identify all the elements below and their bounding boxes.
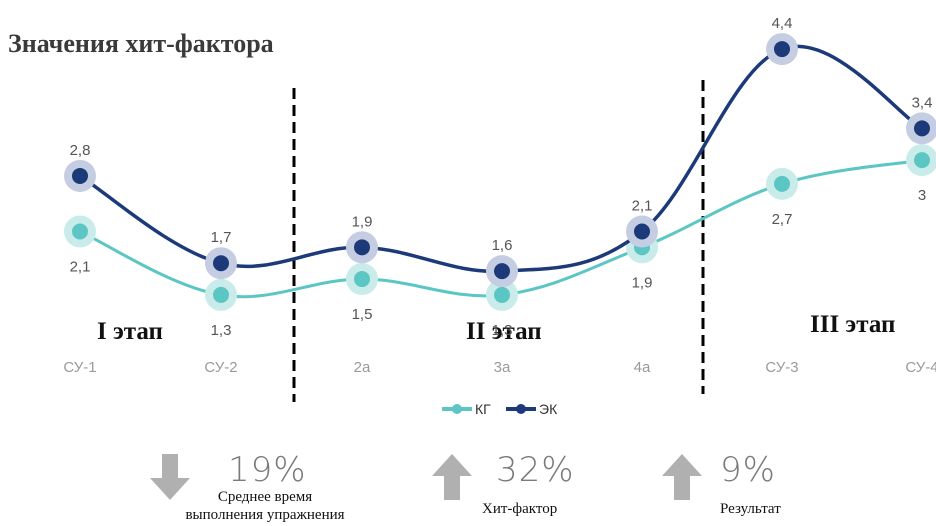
data-label-kg: 1,5: [352, 306, 373, 323]
x-tick-label: 2a: [354, 359, 371, 376]
stat-exercise-time: 19% Среднее время выполнения упражнения: [148, 450, 378, 526]
data-label-kg: 2,7: [772, 211, 793, 228]
stage-label-2: II этап: [466, 318, 542, 345]
stat-exercise-time-label-line2: выполнения упражнения: [185, 507, 345, 523]
series-kg: [64, 144, 936, 311]
arrow-down-icon: [150, 454, 190, 500]
legend-ek-label: ЭК: [539, 401, 558, 417]
stat-hit-factor-value: 32%: [496, 450, 575, 490]
data-label-ek: 2,8: [70, 142, 91, 159]
stat-result-value: 9%: [720, 450, 776, 490]
legend-ek-marker: [516, 404, 526, 414]
data-label-kg: 2,1: [70, 258, 91, 275]
series-ek-point[interactable]: [354, 239, 370, 256]
x-tick-label: СУ-3: [765, 359, 798, 376]
series-kg-point[interactable]: [914, 152, 930, 169]
series-ek-point[interactable]: [213, 255, 229, 272]
data-label-ek: 1,9: [352, 213, 373, 230]
chart-title: Значения хит-фактора: [8, 29, 274, 58]
x-axis-ticks: СУ-1 СУ-2 2a 3a 4a СУ-3 СУ-4: [63, 359, 936, 376]
stat-hit-factor: 32% Хит-фактор: [430, 450, 590, 526]
series-ek-point[interactable]: [494, 263, 510, 280]
series-layer: 2,1 1,3 1,5 1,3 1,9 2,7 3 2,8 1,7 1,9 1,6 2,1 4,4 3,4: [64, 15, 936, 339]
series-ek: [64, 33, 936, 288]
data-label-kg: 1,3: [492, 322, 513, 339]
stat-exercise-time-label-line1: Среднее время: [217, 489, 313, 505]
arrow-up-icon: [432, 454, 472, 500]
data-label-ek: 4,4: [772, 15, 793, 32]
stage-label-1: I этап: [97, 318, 163, 345]
stat-hit-factor-label: Хит-фактор: [482, 501, 558, 517]
series-kg-point[interactable]: [354, 271, 370, 288]
data-label-ek: 1,7: [211, 229, 232, 246]
legend-kg-marker: [452, 404, 462, 414]
series-ek-point[interactable]: [72, 167, 88, 184]
stat-result: 9% Результат: [660, 450, 800, 526]
data-label-kg: 1,9: [632, 274, 653, 291]
stat-exercise-time-value: 19%: [228, 450, 307, 490]
data-label-kg: 3: [918, 187, 926, 204]
x-tick-label: СУ-4: [905, 359, 936, 376]
x-tick-label: СУ-2: [204, 359, 237, 376]
series-ek-point[interactable]: [914, 120, 930, 137]
stat-result-label: Результат: [720, 501, 781, 517]
arrow-up-icon: [662, 454, 702, 500]
data-label-kg: 1,3: [211, 322, 232, 339]
series-kg-point[interactable]: [494, 286, 510, 303]
legend: КГ ЭК: [442, 401, 558, 417]
x-tick-label: СУ-1: [63, 359, 96, 376]
series-ek-point[interactable]: [774, 41, 790, 58]
data-label-ek: 1,6: [492, 237, 513, 254]
x-tick-label: 3a: [494, 359, 511, 376]
series-kg-point[interactable]: [72, 223, 88, 240]
x-tick-label: 4a: [634, 359, 651, 376]
series-ek-point[interactable]: [634, 223, 650, 240]
stat-exercise-time-label: Среднее время выполнения упражнения: [150, 488, 380, 524]
legend-item-kg[interactable]: КГ: [442, 401, 491, 417]
series-kg-point[interactable]: [213, 286, 229, 303]
data-label-ek: 3,4: [912, 94, 933, 111]
data-label-ek: 2,1: [632, 197, 653, 214]
series-kg-point[interactable]: [774, 175, 790, 192]
stage-label-3: III этап: [810, 311, 895, 338]
legend-kg-label: КГ: [475, 401, 491, 417]
legend-item-ek[interactable]: ЭК: [506, 401, 558, 417]
